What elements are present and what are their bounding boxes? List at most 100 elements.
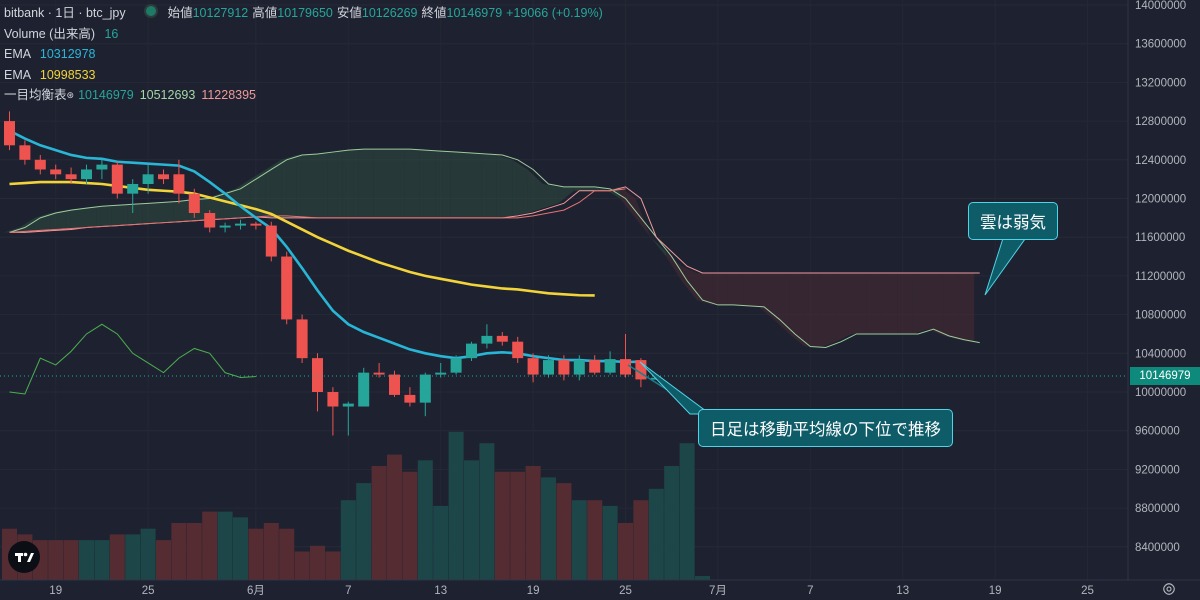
change-value: +19066 (+0.19%) (506, 6, 603, 20)
kumo-segment (158, 201, 174, 223)
candle-body (342, 403, 354, 407)
settings-icon[interactable] (1162, 582, 1176, 596)
time-tick-label: 25 (1081, 585, 1094, 597)
kumo-segment (466, 153, 482, 218)
high-value: 10179650 (277, 6, 333, 20)
price-tick-label: 13600000 (1135, 39, 1186, 51)
candle-body (34, 159, 46, 170)
price-tick-label: 12000000 (1135, 194, 1186, 206)
chart-legend: bitbank · 1日 · btc_jpy 始値10127912 高値101796… (4, 3, 607, 106)
candle-body (296, 319, 308, 359)
kumo-segment (312, 152, 328, 218)
volume-bar (387, 454, 402, 580)
candle-body (81, 169, 92, 180)
time-tick-label: 7月 (709, 585, 727, 597)
time-tick-label: 6月 (247, 585, 265, 597)
low-label: 安値 (336, 6, 362, 20)
volume-bar (186, 523, 202, 580)
kumo-segment (327, 150, 343, 218)
kumo-segment (928, 272, 944, 336)
cloud-callout[interactable]: 雲は弱気 (968, 202, 1058, 240)
volume-bar (356, 483, 372, 580)
volume-bar (371, 466, 387, 580)
volume-bar (417, 460, 433, 580)
candle-body (219, 225, 231, 228)
candle-body (65, 174, 77, 180)
volume-bar (171, 523, 187, 580)
volume-bar (94, 540, 110, 580)
kumo-segment (958, 272, 975, 343)
candle-body (142, 174, 154, 184)
time-tick-label: 25 (142, 585, 155, 597)
kumo-segment (727, 272, 744, 306)
volume-bar (402, 471, 418, 580)
tradingview-logo-icon[interactable] (8, 541, 40, 573)
volume-bar (664, 466, 680, 580)
candle-body (620, 359, 631, 375)
kumo-segment (512, 159, 528, 216)
price-tick-label: 10800000 (1135, 310, 1186, 322)
kumo-segment (481, 153, 497, 218)
candle-body (327, 392, 339, 407)
kumo-segment (34, 213, 51, 232)
volume-bar (602, 505, 618, 580)
volume-bar (48, 540, 64, 580)
kumo-segment (912, 272, 928, 334)
volume-bar (464, 460, 479, 580)
kumo-segment (342, 149, 359, 218)
kumo-segment (358, 149, 374, 218)
candle-callout[interactable]: 日足は移動平均線の下位で推移 (698, 409, 953, 447)
candle-body (127, 183, 139, 194)
kumo-segment (835, 272, 851, 342)
candle-body (419, 374, 431, 403)
close-label: 終値 (421, 6, 447, 20)
kumo-segment (219, 188, 235, 219)
volume-bar (79, 540, 94, 580)
time-tick-label: 19 (527, 585, 540, 597)
candle-body (604, 359, 616, 373)
kumo-segment (419, 150, 436, 218)
volume-bar (140, 528, 156, 580)
kumo-segment (897, 272, 913, 334)
price-axis-labels: 14000000 13600000 13200000 12800000 12400000… (1135, 0, 1186, 554)
kumo-segment (281, 154, 297, 218)
ema-short-row[interactable]: EMA 10312978 (4, 44, 607, 65)
kumo-segment (373, 149, 389, 218)
volume-bar (695, 576, 710, 580)
time-axis-labels: 19 25 6月 7 13 19 25 7月 7 13 19 25 (49, 585, 1094, 597)
kumo-segment (19, 217, 35, 233)
candle-body (558, 360, 570, 375)
symbol-title[interactable]: bitbank · 1日 · btc_jpy (4, 6, 126, 20)
senkou-span-a-line (9, 148, 980, 349)
ichimoku-row[interactable]: 一目均衡表⊛ 10146979 10512693 11228395 (4, 85, 607, 106)
kumo-segment (743, 272, 759, 307)
candle-body (188, 193, 200, 214)
price-tick-label: 12400000 (1135, 155, 1186, 167)
kumo-segment (589, 186, 605, 191)
ichimoku-value-3: 11228395 (201, 88, 256, 102)
candle-body (635, 360, 647, 380)
price-tick-label: 11200000 (1135, 271, 1185, 283)
ema-long-value: 10998533 (39, 67, 96, 82)
volume-bar (125, 534, 141, 580)
ichimoku-cloud (4, 149, 975, 348)
volume-bar (556, 483, 572, 580)
volume-indicator-row[interactable]: Volume (出来高) 16 (4, 24, 607, 45)
high-label: 高値 (252, 6, 278, 20)
ema-long-row[interactable]: EMA 10998533 (4, 65, 607, 86)
time-tick-label: 25 (619, 585, 632, 597)
kumo-segment (296, 153, 312, 218)
volume-bar (279, 528, 295, 580)
kumo-segment (450, 152, 466, 218)
candle-body (466, 343, 477, 359)
volume-bar (648, 488, 664, 580)
ema-short-value: 10312978 (39, 47, 96, 61)
candle-body (481, 335, 493, 344)
price-tick-label: 13200000 (1135, 77, 1186, 89)
kumo-segment (250, 169, 266, 218)
price-tick-label: 10000000 (1135, 387, 1186, 399)
kumo-segment (111, 204, 128, 226)
price-axis[interactable] (1128, 0, 1200, 580)
low-value: 10126269 (361, 6, 418, 20)
